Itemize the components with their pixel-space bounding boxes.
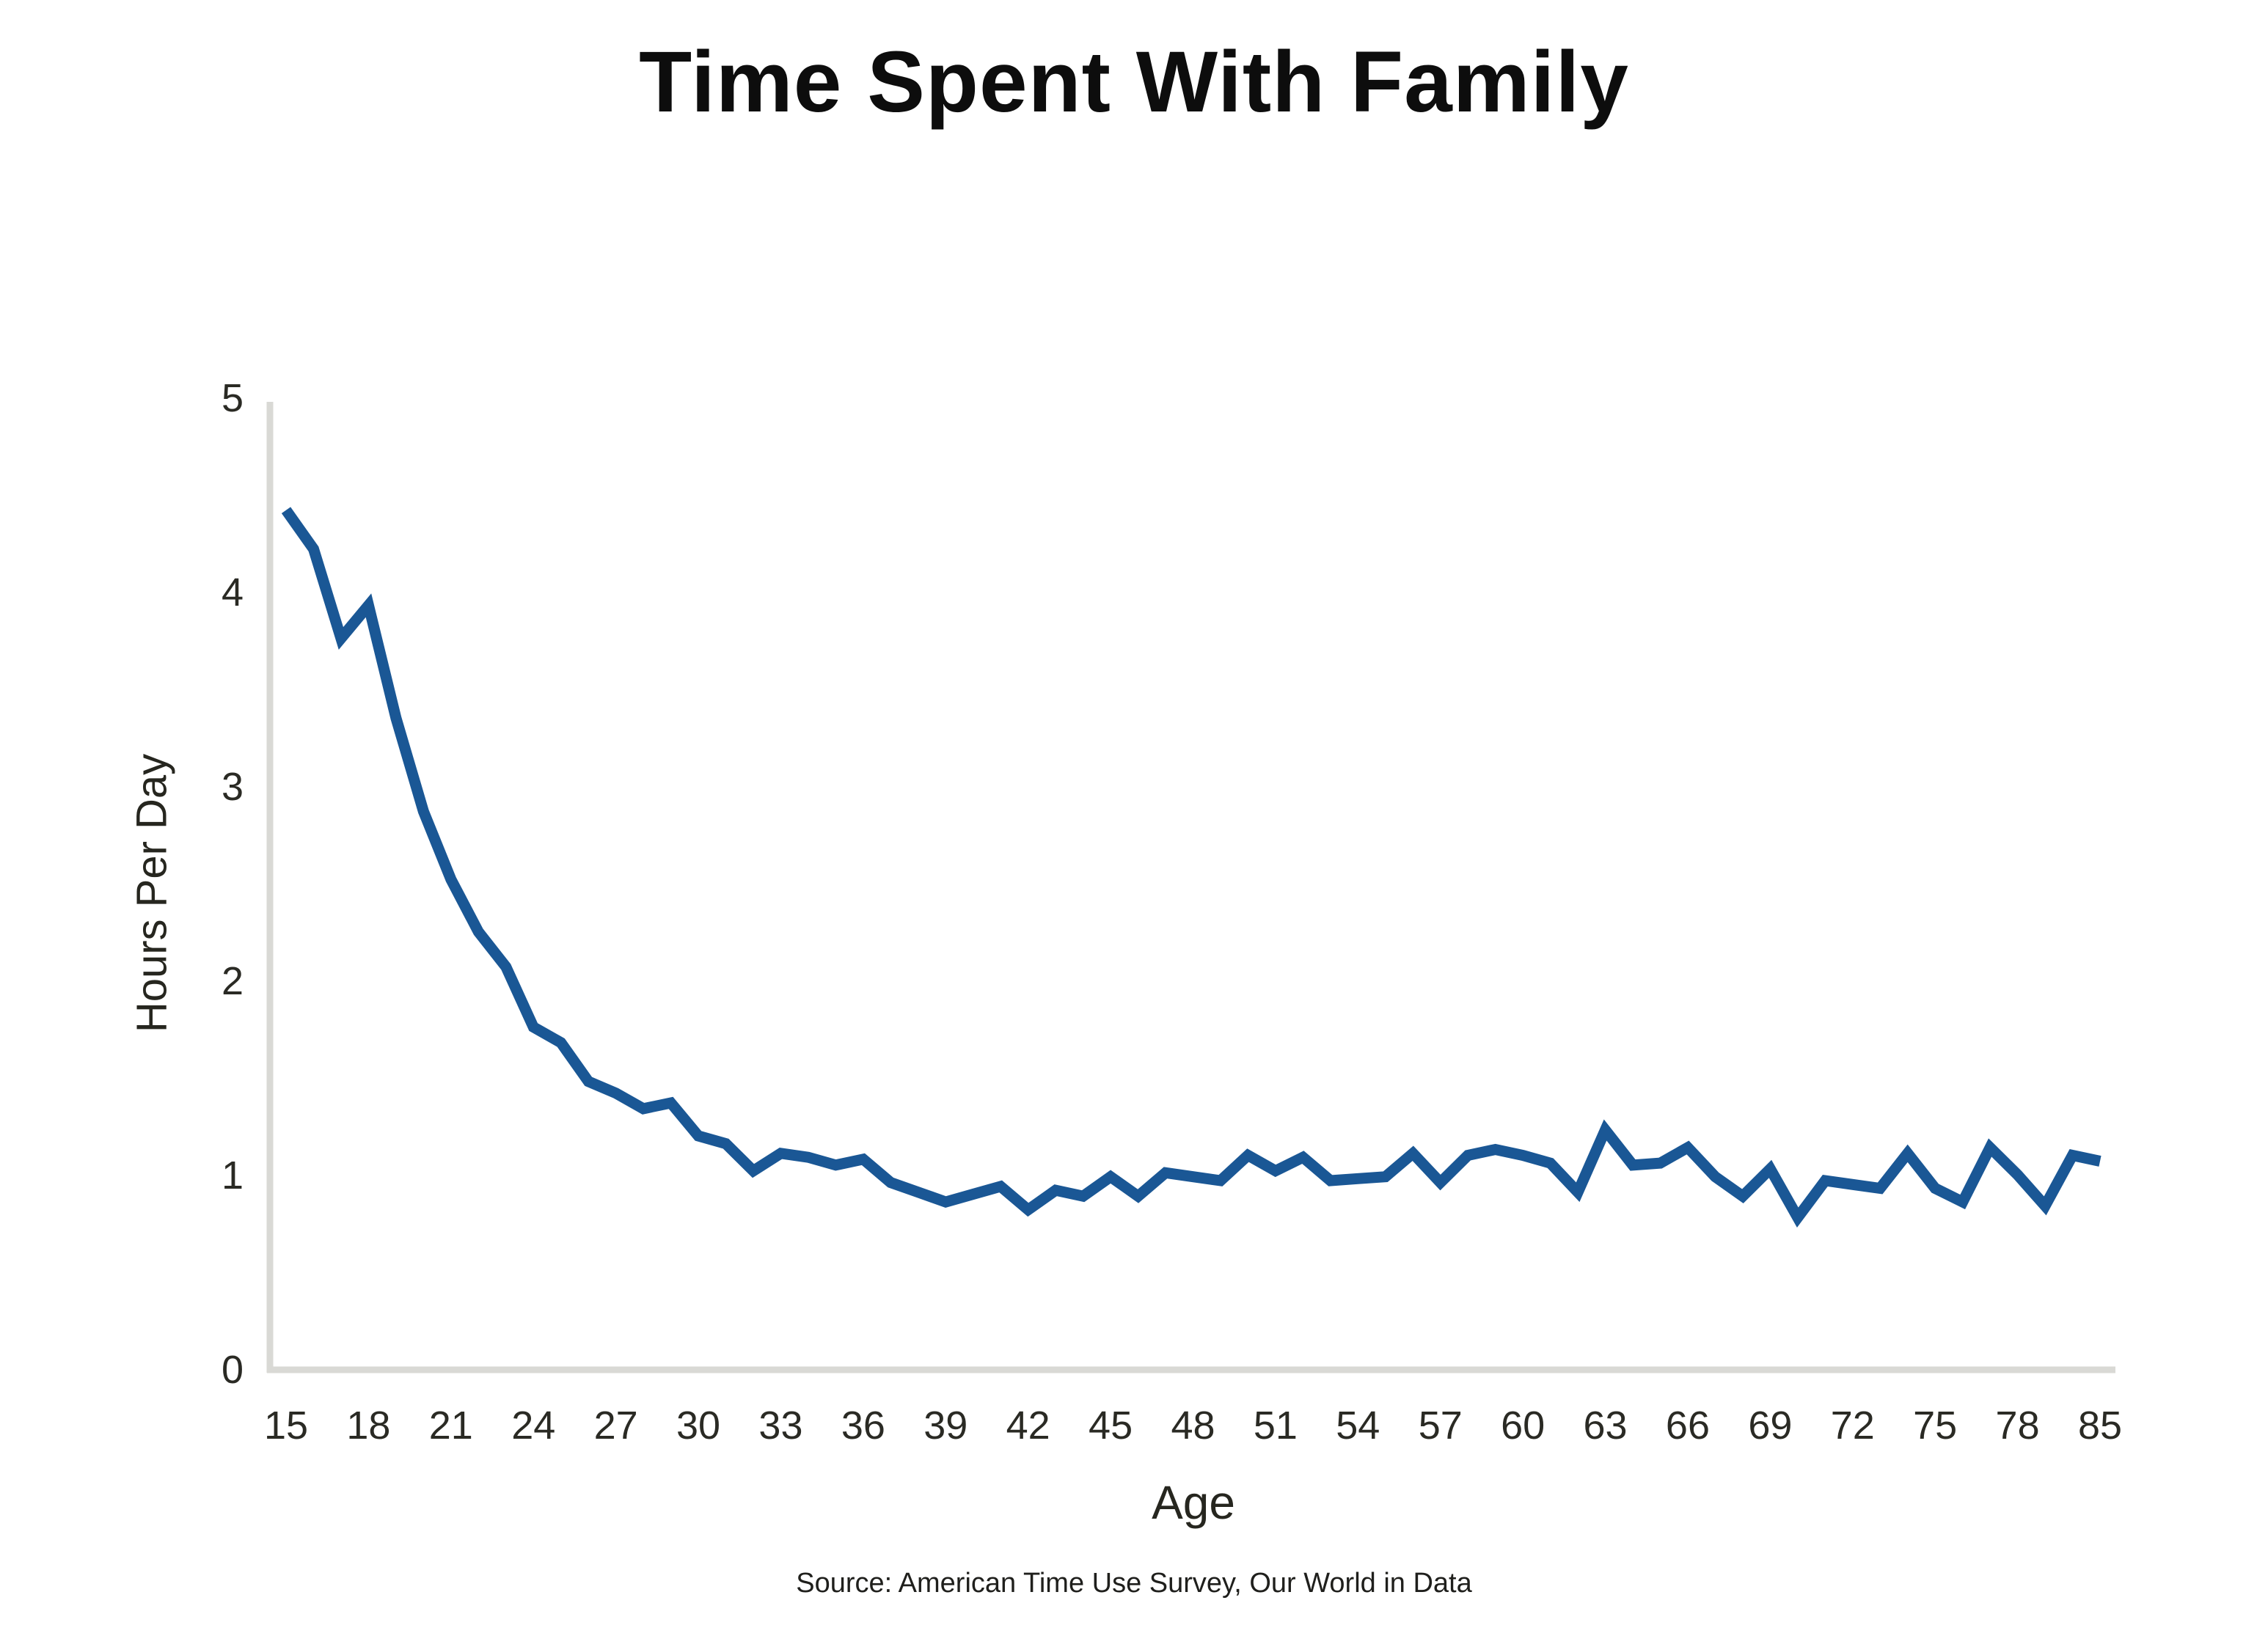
- x-tick-label: 45: [1089, 1404, 1133, 1448]
- x-tick-label: 30: [676, 1404, 720, 1448]
- y-tick-label: 2: [222, 959, 244, 1003]
- x-tick-label: 66: [1666, 1404, 1710, 1448]
- x-tick-label: 21: [429, 1404, 473, 1448]
- y-tick-label: 0: [222, 1348, 244, 1392]
- x-tick-label: 18: [346, 1404, 390, 1448]
- x-tick-label: 48: [1171, 1404, 1215, 1448]
- y-tick-label: 1: [222, 1153, 244, 1197]
- y-tick-label: 3: [222, 765, 244, 809]
- x-tick-label: 33: [758, 1404, 802, 1448]
- x-tick-label: 78: [1996, 1404, 2040, 1448]
- x-axis-title: Age: [1152, 1476, 1235, 1529]
- source-note: Source: American Time Use Survey, Our Wo…: [796, 1568, 1472, 1599]
- x-tick-label: 36: [841, 1404, 885, 1448]
- x-tick-label: 72: [1831, 1404, 1875, 1448]
- y-tick-label: 4: [222, 571, 244, 615]
- x-tick-label: 85: [2078, 1404, 2122, 1448]
- x-tick-label: 60: [1501, 1404, 1545, 1448]
- x-tick-label: 42: [1006, 1404, 1050, 1448]
- x-tick-label: 63: [1584, 1404, 1628, 1448]
- x-tick-label: 24: [511, 1404, 555, 1448]
- x-tick-label: 39: [923, 1404, 967, 1448]
- x-tick-label: 57: [1419, 1404, 1463, 1448]
- x-tick-label: 15: [264, 1404, 308, 1448]
- y-tick-label: 5: [222, 376, 244, 420]
- chart-title: Time Spent With Family: [639, 34, 1629, 131]
- x-tick-label: 27: [594, 1404, 638, 1448]
- x-tick-label: 69: [1748, 1404, 1792, 1448]
- x-tick-label: 51: [1254, 1404, 1298, 1448]
- x-tick-label: 54: [1336, 1404, 1380, 1448]
- family-time-line: [281, 507, 2101, 1228]
- x-tick-label: 75: [1913, 1404, 1957, 1448]
